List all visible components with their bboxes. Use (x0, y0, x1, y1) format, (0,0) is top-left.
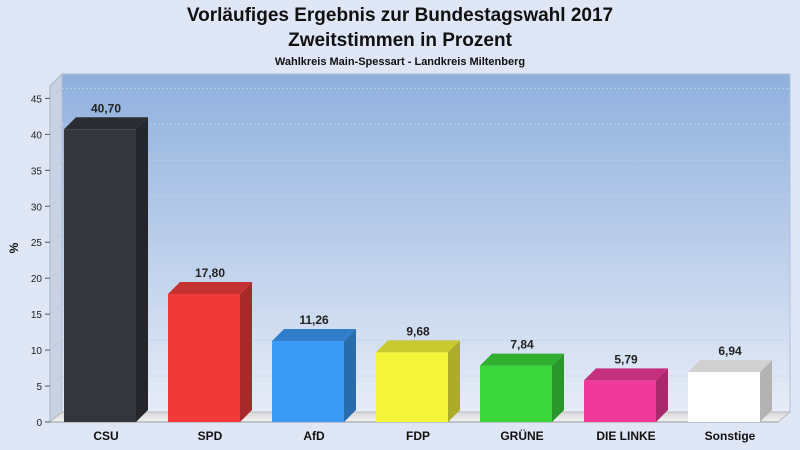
bar-side (240, 281, 252, 422)
bar-front (376, 352, 448, 422)
bar-side (136, 117, 148, 422)
bar-sonstige (688, 360, 772, 422)
bar-front (64, 129, 136, 422)
data-label: 11,26 (299, 313, 329, 327)
bar-top (480, 353, 564, 366)
bar-front (168, 293, 240, 422)
y-axis-label: % (7, 242, 21, 253)
bar-side (760, 360, 772, 422)
y-tick-label: 30 (31, 202, 43, 213)
bar-front (480, 365, 552, 422)
y-tick-label: 20 (31, 274, 43, 285)
bar-side (552, 353, 564, 422)
bar-fdp (376, 340, 460, 422)
bar-grüne (480, 353, 564, 422)
data-label: 5,79 (614, 352, 638, 366)
y-tick-label: 0 (36, 418, 42, 429)
category-label: FDP (406, 429, 430, 443)
grid-line-diag (49, 231, 63, 243)
bar-top (688, 360, 772, 373)
y-tick-label: 35 (31, 166, 43, 177)
y-tick-label: 45 (31, 94, 43, 105)
grid-line-diag (49, 267, 63, 279)
grid-line-diag (49, 159, 63, 171)
category-label: CSU (93, 429, 118, 443)
data-label: 6,94 (718, 344, 742, 358)
grid-line-diag (49, 339, 63, 351)
bar-top (584, 368, 668, 381)
bar-top (272, 329, 356, 342)
bar-top (168, 281, 252, 294)
y-tick-label: 15 (31, 310, 43, 321)
chart-subtitle-region: Wahlkreis Main-Spessart - Landkreis Milt… (275, 56, 525, 68)
bar-front (272, 341, 344, 422)
category-label: GRÜNE (500, 428, 543, 443)
data-label: 17,80 (195, 266, 225, 280)
y-tick-label: 25 (31, 238, 43, 249)
bar-front (584, 380, 656, 422)
y-tick-label: 5 (36, 382, 42, 393)
data-label: 9,68 (406, 324, 430, 338)
bar-top (64, 117, 148, 130)
category-label: DIE LINKE (596, 429, 655, 443)
grid-line-diag (49, 87, 63, 99)
grid-line-diag (49, 375, 63, 387)
grid-line-diag (49, 123, 63, 135)
bar-spd (168, 281, 252, 422)
grid-line-diag (49, 195, 63, 207)
bar-die-linke (584, 368, 668, 422)
y-tick-label: 40 (31, 130, 43, 141)
bar-front (688, 372, 760, 422)
bar-afd (272, 329, 356, 422)
bar-side (344, 329, 356, 422)
y-tick-label: 10 (31, 346, 43, 357)
category-label: Sonstige (705, 429, 756, 443)
chart-subtitle: Zweitstimmen in Prozent (288, 30, 512, 51)
category-label: SPD (198, 429, 223, 443)
bar-csu (64, 117, 148, 422)
data-label: 7,84 (510, 338, 534, 352)
bar-top (376, 340, 460, 353)
category-label: AfD (303, 429, 325, 443)
bar-side (656, 368, 668, 422)
data-label: 40,70 (91, 101, 121, 115)
bar-side (448, 340, 460, 422)
chart-title: Vorläufiges Ergebnis zur Bundestagswahl … (187, 5, 613, 26)
grid-line-diag (49, 303, 63, 315)
